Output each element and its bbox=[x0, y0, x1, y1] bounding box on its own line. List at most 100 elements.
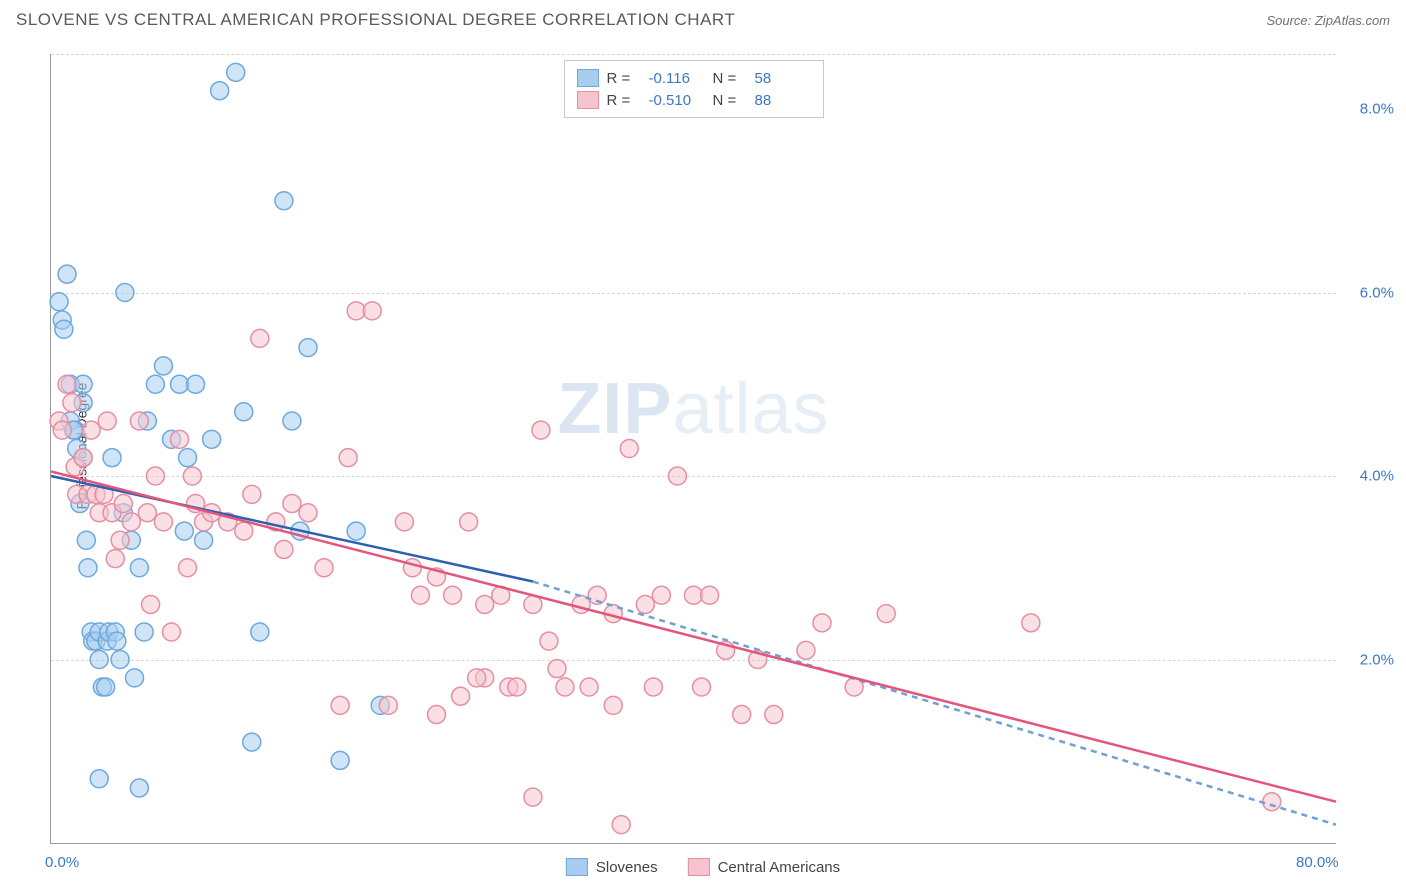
data-point-slovene bbox=[130, 559, 148, 577]
data-point-central bbox=[142, 595, 160, 613]
data-point-slovene bbox=[227, 63, 245, 81]
legend-swatch bbox=[688, 858, 710, 876]
data-point-central bbox=[347, 302, 365, 320]
legend-swatch bbox=[577, 91, 599, 109]
data-point-slovene bbox=[235, 403, 253, 421]
data-point-slovene bbox=[90, 770, 108, 788]
data-point-central bbox=[283, 495, 301, 513]
data-point-central bbox=[468, 669, 486, 687]
data-point-central bbox=[644, 678, 662, 696]
legend-swatch bbox=[577, 69, 599, 87]
data-point-central bbox=[460, 513, 478, 531]
data-point-central bbox=[1263, 793, 1281, 811]
data-point-central bbox=[183, 467, 201, 485]
data-point-central bbox=[243, 485, 261, 503]
x-tick-label: 0.0% bbox=[45, 854, 79, 871]
legend-label: Central Americans bbox=[718, 859, 841, 876]
data-point-slovene bbox=[299, 339, 317, 357]
y-tick-label: 8.0% bbox=[1360, 101, 1394, 118]
data-point-slovene bbox=[251, 623, 269, 641]
data-point-slovene bbox=[154, 357, 172, 375]
data-point-central bbox=[379, 696, 397, 714]
data-point-central bbox=[444, 586, 462, 604]
data-point-central bbox=[111, 531, 129, 549]
data-point-central bbox=[428, 706, 446, 724]
r-label: R = bbox=[607, 70, 641, 87]
data-point-slovene bbox=[146, 375, 164, 393]
data-point-central bbox=[395, 513, 413, 531]
data-point-central bbox=[452, 687, 470, 705]
x-tick-label: 80.0% bbox=[1296, 854, 1339, 871]
data-point-slovene bbox=[111, 651, 129, 669]
legend-item: Slovenes bbox=[566, 858, 658, 876]
data-point-slovene bbox=[283, 412, 301, 430]
data-point-central bbox=[765, 706, 783, 724]
data-point-slovene bbox=[331, 751, 349, 769]
data-point-central bbox=[58, 375, 76, 393]
trend-line bbox=[51, 471, 1336, 801]
data-point-central bbox=[275, 540, 293, 558]
data-point-central bbox=[652, 586, 670, 604]
y-tick-label: 6.0% bbox=[1360, 284, 1394, 301]
data-point-central bbox=[130, 412, 148, 430]
source-attribution: Source: ZipAtlas.com bbox=[1266, 13, 1390, 28]
data-point-central bbox=[162, 623, 180, 641]
legend-label: Slovenes bbox=[596, 859, 658, 876]
data-point-slovene bbox=[275, 192, 293, 210]
data-point-slovene bbox=[103, 449, 121, 467]
chart-plot-area: ZIPatlas R =-0.116N =58R =-0.510N =88 2.… bbox=[50, 54, 1336, 844]
data-point-central bbox=[540, 632, 558, 650]
data-point-central bbox=[508, 678, 526, 696]
series-legend: Slovenes Central Americans bbox=[566, 858, 840, 876]
data-point-central bbox=[122, 513, 140, 531]
data-point-slovene bbox=[175, 522, 193, 540]
data-point-central bbox=[411, 586, 429, 604]
legend-swatch bbox=[566, 858, 588, 876]
data-point-slovene bbox=[50, 293, 68, 311]
data-point-central bbox=[363, 302, 381, 320]
data-point-slovene bbox=[135, 623, 153, 641]
correlation-legend: R =-0.116N =58R =-0.510N =88 bbox=[564, 60, 824, 118]
data-point-slovene bbox=[116, 284, 134, 302]
n-value: 88 bbox=[755, 92, 811, 109]
legend-row: R =-0.116N =58 bbox=[577, 67, 811, 89]
data-point-central bbox=[797, 641, 815, 659]
data-point-slovene bbox=[195, 531, 213, 549]
legend-item: Central Americans bbox=[688, 858, 841, 876]
data-point-central bbox=[154, 513, 172, 531]
chart-title: SLOVENE VS CENTRAL AMERICAN PROFESSIONAL… bbox=[16, 10, 735, 30]
data-point-slovene bbox=[108, 632, 126, 650]
data-point-central bbox=[53, 421, 71, 439]
data-point-central bbox=[74, 449, 92, 467]
data-point-slovene bbox=[130, 779, 148, 797]
data-point-slovene bbox=[90, 651, 108, 669]
data-point-slovene bbox=[74, 375, 92, 393]
data-point-central bbox=[524, 788, 542, 806]
data-point-central bbox=[235, 522, 253, 540]
data-point-central bbox=[685, 586, 703, 604]
data-point-central bbox=[620, 440, 638, 458]
trend-line bbox=[533, 582, 1336, 825]
data-point-slovene bbox=[97, 678, 115, 696]
data-point-slovene bbox=[55, 320, 73, 338]
n-label: N = bbox=[713, 92, 747, 109]
r-label: R = bbox=[607, 92, 641, 109]
y-tick-label: 2.0% bbox=[1360, 651, 1394, 668]
data-point-central bbox=[604, 696, 622, 714]
data-point-central bbox=[82, 421, 100, 439]
data-point-slovene bbox=[347, 522, 365, 540]
trend-line bbox=[51, 476, 533, 582]
data-point-central bbox=[1022, 614, 1040, 632]
data-point-central bbox=[315, 559, 333, 577]
data-point-slovene bbox=[203, 430, 221, 448]
n-label: N = bbox=[713, 70, 747, 87]
y-tick-label: 4.0% bbox=[1360, 468, 1394, 485]
data-point-slovene bbox=[171, 375, 189, 393]
data-point-central bbox=[668, 467, 686, 485]
data-point-slovene bbox=[187, 375, 205, 393]
data-point-slovene bbox=[211, 82, 229, 100]
data-point-central bbox=[612, 816, 630, 834]
n-value: 58 bbox=[755, 70, 811, 87]
data-point-central bbox=[693, 678, 711, 696]
data-point-central bbox=[548, 660, 566, 678]
